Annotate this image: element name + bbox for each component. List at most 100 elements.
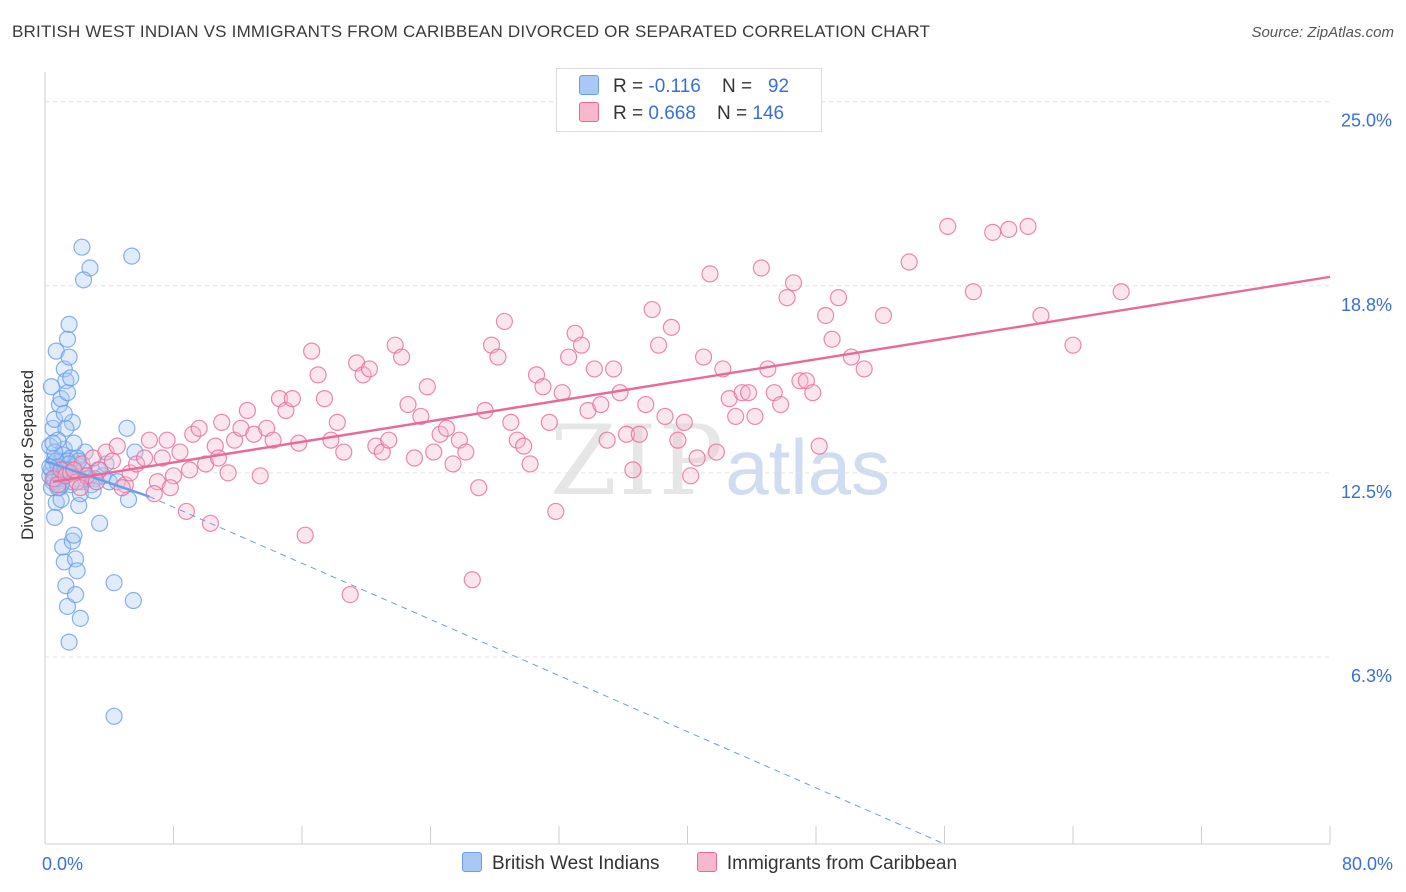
point-s1-125: [829, 289, 848, 307]
point-s1-112: [746, 407, 764, 426]
point-s1-62: [425, 443, 443, 461]
point-s1-55: [380, 431, 398, 449]
point-s1-47: [328, 413, 346, 431]
x-tick-label-1: 80.0%: [1342, 854, 1393, 874]
point-s0-29: [46, 508, 64, 526]
legend-swatch-blue: [462, 852, 482, 872]
point-s1-44: [309, 366, 327, 384]
stats-swatch-pink: [579, 102, 599, 122]
point-s1-29: [213, 413, 231, 431]
point-s1-96: [643, 300, 661, 319]
point-s0-50: [65, 434, 83, 452]
point-s1-95: [637, 395, 655, 414]
point-s1-80: [540, 413, 558, 431]
point-s1-123: [817, 306, 835, 325]
point-s1-110: [733, 384, 751, 402]
watermark-zip: ZIP: [550, 405, 726, 517]
point-s0-85: [70, 452, 88, 470]
point-s1-51: [354, 366, 372, 384]
legend-item-british-west-indians: British West Indians: [462, 852, 660, 875]
point-s1-57: [392, 348, 411, 366]
point-s0-39: [68, 562, 86, 580]
r-value-2: 0.668: [648, 103, 696, 124]
point-s1-97: [649, 336, 668, 354]
point-s1-59: [405, 449, 424, 467]
legend-item-immigrants-from-caribbean: Immigrants from Caribbean: [696, 852, 957, 875]
point-s0-32: [55, 553, 73, 571]
chart-legend: British West Indians Immigrants from Car…: [462, 852, 989, 875]
point-s1-122: [810, 437, 828, 455]
point-s1-52: [360, 360, 379, 378]
point-s0-40: [66, 585, 85, 604]
point-s1-90: [605, 360, 623, 378]
point-s1-131: [964, 283, 983, 301]
point-s1-116: [772, 395, 790, 414]
trend-extension-s0: [149, 496, 945, 845]
point-s1-101: [675, 413, 693, 431]
point-s1-64: [437, 419, 456, 437]
point-s1-144: [180, 461, 199, 479]
point-s0-25: [55, 404, 73, 423]
point-s1-76: [515, 437, 533, 455]
point-s1-94: [630, 425, 648, 443]
watermark-atlas: atlas: [725, 423, 890, 511]
point-s1-105: [701, 265, 719, 283]
point-s1-100: [669, 431, 687, 449]
point-s1-20: [158, 431, 176, 449]
source-credit: Source: ZipAtlas.com: [1251, 24, 1394, 41]
point-s0-14: [50, 395, 69, 414]
point-s0-22: [62, 369, 80, 387]
point-s1-117: [778, 289, 796, 307]
n-value-2: 146: [752, 103, 785, 124]
r-value-1: -0.116: [648, 76, 701, 97]
point-s1-145: [209, 449, 228, 467]
point-s0-37: [65, 526, 83, 544]
point-s1-23: [177, 502, 195, 521]
point-s1-83: [560, 348, 578, 366]
point-s0-75: [91, 514, 109, 532]
point-s1-126: [842, 348, 860, 366]
point-s1-63: [431, 425, 449, 443]
point-s1-37: [264, 431, 282, 449]
point-s1-111: [739, 384, 758, 402]
point-s1-124: [823, 330, 841, 348]
n-label-2: N =: [717, 103, 753, 124]
point-s0-41: [71, 609, 89, 627]
point-s1-79: [534, 378, 552, 396]
y-tick-label-1: 12.5%: [1341, 482, 1392, 502]
trend-line-s1: [52, 275, 1331, 483]
point-s1-65: [444, 455, 462, 473]
point-s0-20: [58, 330, 77, 348]
point-s0-72: [105, 574, 123, 592]
point-s1-118: [784, 274, 803, 292]
point-s1-45: [315, 390, 334, 408]
stats-swatch-blue: [579, 75, 599, 95]
point-s1-142: [145, 485, 163, 503]
point-s1-19: [153, 449, 171, 467]
point-s0-31: [54, 538, 72, 556]
point-s1-22: [171, 443, 189, 461]
point-s1-93: [624, 461, 642, 479]
point-s0-36: [63, 532, 81, 550]
point-s0-18: [58, 384, 77, 402]
point-s1-132: [984, 223, 1002, 241]
point-s1-98: [656, 407, 674, 426]
point-s1-89: [598, 431, 616, 449]
point-s0-64: [74, 271, 93, 289]
point-s0-62: [73, 238, 91, 256]
point-s0-59: [44, 434, 62, 452]
point-s1-127: [855, 360, 873, 378]
point-s1-48: [335, 443, 353, 461]
point-s1-102: [682, 467, 700, 485]
point-s1-61: [418, 378, 436, 396]
point-s1-135: [1032, 306, 1050, 325]
y-tick-label-2: 18.8%: [1341, 295, 1392, 315]
point-s1-25: [190, 419, 208, 437]
point-s1-49: [341, 585, 359, 604]
point-s1-46: [322, 431, 340, 449]
point-s1-12: [108, 437, 126, 455]
point-s1-121: [804, 384, 822, 402]
y-tick-label-0: 6.3%: [1351, 666, 1392, 686]
trend-line-s0: [44, 459, 150, 498]
point-s1-72: [489, 348, 507, 366]
